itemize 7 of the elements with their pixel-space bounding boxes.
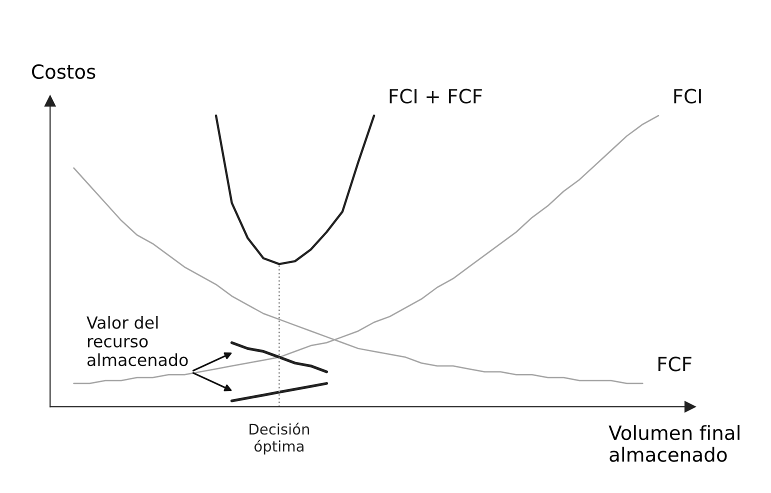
annotation: Valor del recurso almacenado [86,316,188,366]
series-label: FCI + FCF [390,88,482,104]
x-axis-title: Volumen final almacenado [608,425,740,462]
text: Decisión óptima [250,422,310,455]
y-axis-title: Costos [32,64,96,79]
series-label: FCI [674,88,701,104]
series-label: FCF [658,356,692,372]
